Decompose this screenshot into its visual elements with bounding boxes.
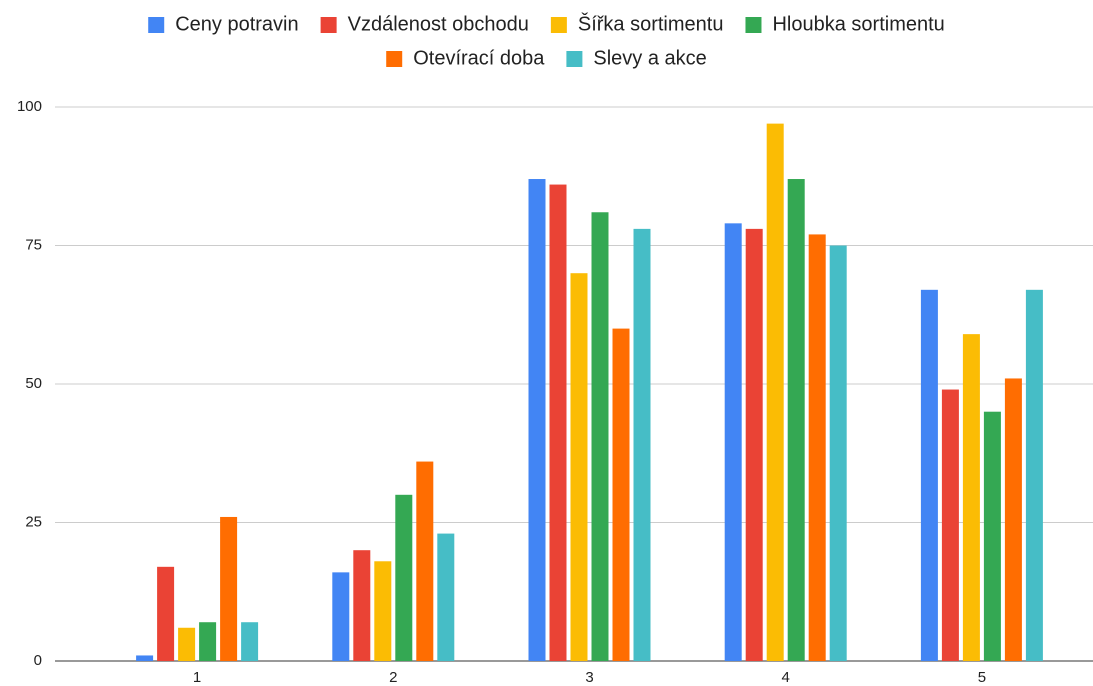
bar [724, 223, 742, 661]
legend-label: Šířka sortimentu [578, 12, 724, 35]
x-tick-label: 4 [782, 669, 790, 686]
x-tick-label: 2 [389, 669, 397, 686]
bar [570, 273, 588, 661]
bar [220, 516, 238, 661]
y-tick-label: 75 [25, 236, 42, 253]
y-tick-label: 25 [25, 513, 42, 530]
bar [157, 566, 175, 661]
bar [633, 228, 651, 661]
bar [983, 411, 1001, 661]
legend-swatch [148, 17, 165, 33]
legend-swatch [566, 51, 583, 67]
bar [353, 550, 371, 661]
bar [920, 289, 938, 661]
bar [416, 461, 434, 661]
x-tick-label: 1 [193, 669, 201, 686]
bar [199, 622, 217, 661]
bar [612, 328, 630, 661]
y-tick-label: 100 [17, 98, 42, 115]
bar [808, 234, 826, 662]
legend-swatch [386, 51, 403, 67]
legend-label: Vzdálenost obchodu [348, 13, 529, 35]
legend-label: Ceny potravin [175, 13, 298, 35]
bar [332, 572, 350, 661]
bar [374, 561, 392, 661]
bar [941, 389, 959, 661]
legend-swatch [745, 17, 762, 33]
bar [549, 184, 567, 661]
bar [745, 228, 763, 661]
bar [241, 622, 259, 661]
legend-swatch [320, 17, 337, 33]
x-tick-label: 5 [978, 669, 986, 686]
bar [829, 245, 847, 661]
bar [178, 627, 196, 661]
bar [787, 179, 805, 661]
y-tick-label: 0 [34, 652, 42, 669]
bar [1025, 289, 1043, 661]
legend-label: Otevírací doba [413, 47, 545, 69]
bar [1004, 378, 1022, 661]
bar [437, 533, 455, 661]
bar [136, 655, 154, 661]
x-tick-label: 3 [585, 669, 593, 686]
legend-label: Slevy a akce [593, 47, 706, 69]
bar [395, 494, 413, 661]
bar [591, 212, 609, 661]
legend-swatch [550, 17, 567, 33]
bar [962, 334, 980, 661]
legend-label: Hloubka sortimentu [772, 13, 944, 35]
bar [766, 123, 784, 662]
y-tick-label: 50 [25, 375, 42, 392]
bar [528, 179, 546, 661]
